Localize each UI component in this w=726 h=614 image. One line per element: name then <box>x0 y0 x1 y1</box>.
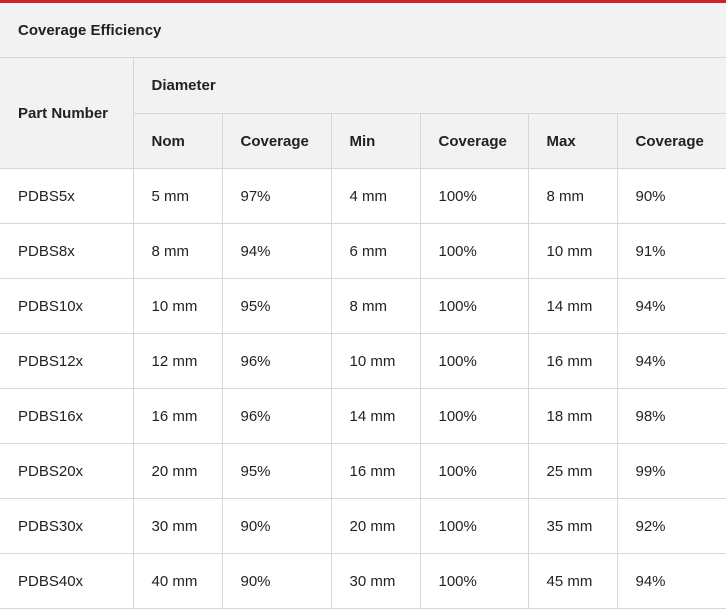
nom-cell: 16 mm <box>132 388 223 444</box>
max-cell: 14 mm <box>527 278 618 334</box>
nom-cell: 20 mm <box>132 443 223 499</box>
part-number-cell: PDBS5x <box>0 168 134 224</box>
min-cell: 20 mm <box>330 498 421 554</box>
min-cell: 6 mm <box>330 223 421 279</box>
table-title: Coverage Efficiency <box>0 3 726 58</box>
nom-coverage-cell: 95% <box>221 443 332 499</box>
nom-cell: 8 mm <box>132 223 223 279</box>
part-number-cell: PDBS10x <box>0 278 134 334</box>
max-cell: 8 mm <box>527 168 618 224</box>
max-cell: 35 mm <box>527 498 618 554</box>
nom-cell: 30 mm <box>132 498 223 554</box>
table-row: PDBS12x 12 mm 96% 10 mm 100% 16 mm 94% <box>0 333 726 389</box>
min-cell: 4 mm <box>330 168 421 224</box>
min-cell: 14 mm <box>330 388 421 444</box>
min-coverage-cell: 100% <box>419 388 529 444</box>
max-cell: 18 mm <box>527 388 618 444</box>
max-coverage-cell: 98% <box>616 388 726 444</box>
nom-coverage-cell: 94% <box>221 223 332 279</box>
column-header-max-coverage: Coverage <box>616 113 726 169</box>
max-coverage-cell: 91% <box>616 223 726 279</box>
min-cell: 30 mm <box>330 553 421 609</box>
nom-coverage-cell: 96% <box>221 333 332 389</box>
part-number-cell: PDBS8x <box>0 223 134 279</box>
min-cell: 10 mm <box>330 333 421 389</box>
nom-coverage-cell: 95% <box>221 278 332 334</box>
max-coverage-cell: 94% <box>616 333 726 389</box>
max-coverage-cell: 94% <box>616 278 726 334</box>
coverage-efficiency-table: Coverage Efficiency Part Number Diameter… <box>0 3 726 609</box>
part-number-cell: PDBS30x <box>0 498 134 554</box>
table-row: PDBS5x 5 mm 97% 4 mm 100% 8 mm 90% <box>0 168 726 224</box>
nom-coverage-cell: 97% <box>221 168 332 224</box>
table-row: PDBS20x 20 mm 95% 16 mm 100% 25 mm 99% <box>0 443 726 499</box>
max-coverage-cell: 90% <box>616 168 726 224</box>
nom-coverage-cell: 90% <box>221 498 332 554</box>
max-cell: 25 mm <box>527 443 618 499</box>
column-header-min: Min <box>330 113 421 169</box>
nom-cell: 40 mm <box>132 553 223 609</box>
nom-coverage-cell: 90% <box>221 553 332 609</box>
table-row: PDBS10x 10 mm 95% 8 mm 100% 14 mm 94% <box>0 278 726 334</box>
table-row: PDBS40x 40 mm 90% 30 mm 100% 45 mm 94% <box>0 553 726 609</box>
table-body: PDBS5x 5 mm 97% 4 mm 100% 8 mm 90% PDBS8x 8 mm 94… <box>0 168 726 609</box>
nom-cell: 10 mm <box>132 278 223 334</box>
nom-cell: 12 mm <box>132 333 223 389</box>
coverage-table-container: Coverage Efficiency Part Number Diameter… <box>0 3 726 614</box>
max-coverage-cell: 92% <box>616 498 726 554</box>
max-cell: 16 mm <box>527 333 618 389</box>
part-number-cell: PDBS12x <box>0 333 134 389</box>
min-coverage-cell: 100% <box>419 278 529 334</box>
nom-cell: 5 mm <box>132 168 223 224</box>
table-row: PDBS30x 30 mm 90% 20 mm 100% 35 mm 92% <box>0 498 726 554</box>
column-header-nom: Nom <box>133 113 223 169</box>
part-number-header: Part Number <box>0 57 134 169</box>
min-coverage-cell: 100% <box>419 333 529 389</box>
nom-coverage-cell: 96% <box>221 388 332 444</box>
min-coverage-cell: 100% <box>419 553 529 609</box>
min-coverage-cell: 100% <box>419 498 529 554</box>
column-header-max: Max <box>527 113 618 169</box>
table-row: PDBS16x 16 mm 96% 14 mm 100% 18 mm 98% <box>0 388 726 444</box>
min-coverage-cell: 100% <box>419 168 529 224</box>
accent-bar <box>0 0 726 3</box>
part-number-cell: PDBS40x <box>0 553 134 609</box>
table-row: PDBS8x 8 mm 94% 6 mm 100% 10 mm 91% <box>0 223 726 279</box>
min-cell: 16 mm <box>330 443 421 499</box>
max-coverage-cell: 99% <box>616 443 726 499</box>
min-cell: 8 mm <box>330 278 421 334</box>
min-coverage-cell: 100% <box>419 443 529 499</box>
diameter-group-header: Diameter <box>132 57 726 114</box>
max-cell: 45 mm <box>527 553 618 609</box>
min-coverage-cell: 100% <box>419 223 529 279</box>
max-coverage-cell: 94% <box>616 553 726 609</box>
column-header-min-coverage: Coverage <box>419 113 529 169</box>
max-cell: 10 mm <box>527 223 618 279</box>
column-header-nom-coverage: Coverage <box>221 113 332 169</box>
part-number-cell: PDBS16x <box>0 388 134 444</box>
part-number-cell: PDBS20x <box>0 443 134 499</box>
